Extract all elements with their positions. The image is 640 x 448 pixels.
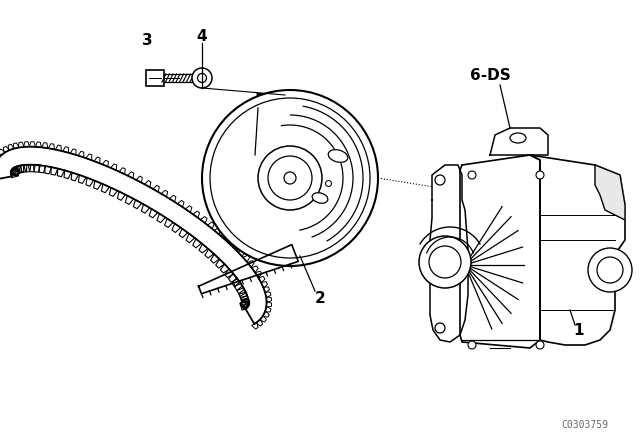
Polygon shape <box>430 165 468 342</box>
Text: 2: 2 <box>315 290 325 306</box>
Circle shape <box>597 257 623 283</box>
Polygon shape <box>530 155 625 345</box>
FancyBboxPatch shape <box>146 70 164 86</box>
Text: 1: 1 <box>573 323 584 337</box>
Circle shape <box>198 73 207 82</box>
Text: 4: 4 <box>196 29 207 43</box>
Circle shape <box>258 146 322 210</box>
Text: C0303759: C0303759 <box>561 420 609 430</box>
Circle shape <box>536 171 544 179</box>
Ellipse shape <box>510 133 526 143</box>
Ellipse shape <box>328 150 348 162</box>
Circle shape <box>429 246 461 278</box>
Polygon shape <box>490 128 548 155</box>
Circle shape <box>284 172 296 184</box>
Polygon shape <box>460 155 540 348</box>
Polygon shape <box>595 165 625 220</box>
Circle shape <box>419 236 471 288</box>
Ellipse shape <box>312 193 328 203</box>
Text: 3: 3 <box>141 33 152 47</box>
Circle shape <box>202 90 378 266</box>
Text: 6-DS: 6-DS <box>470 68 510 82</box>
Circle shape <box>268 156 312 200</box>
Circle shape <box>536 341 544 349</box>
Circle shape <box>192 68 212 88</box>
Circle shape <box>468 341 476 349</box>
Circle shape <box>435 323 445 333</box>
Circle shape <box>588 248 632 292</box>
Circle shape <box>468 171 476 179</box>
Text: 5: 5 <box>255 92 266 108</box>
Circle shape <box>435 175 445 185</box>
